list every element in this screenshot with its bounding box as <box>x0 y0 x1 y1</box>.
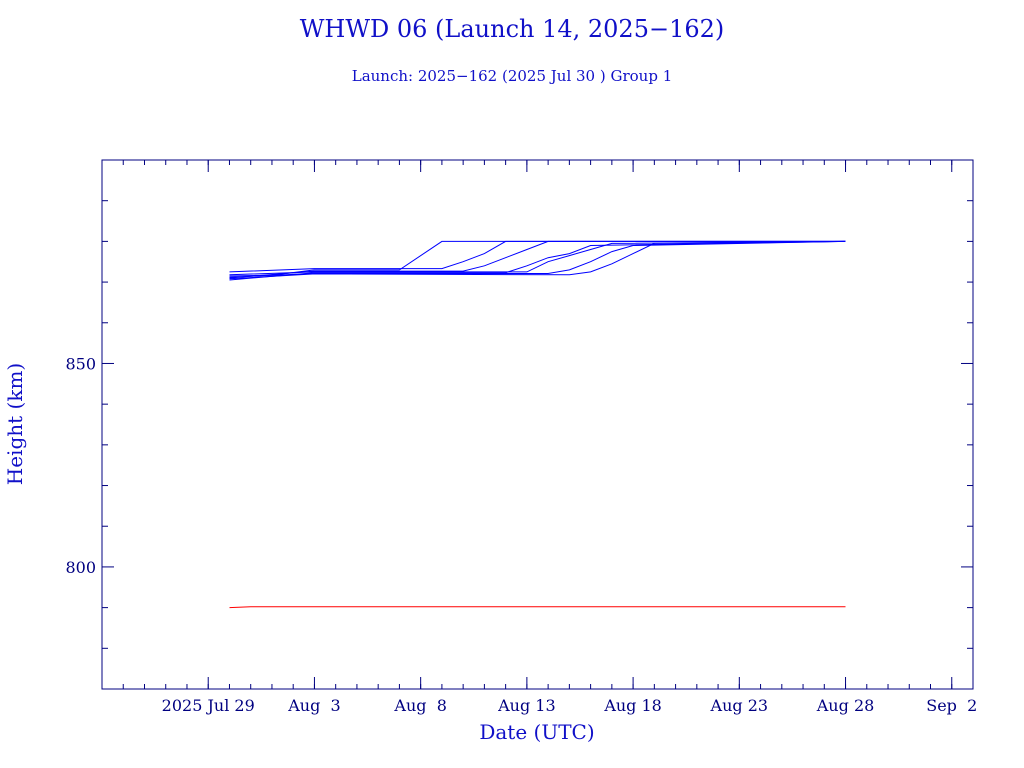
x-tick-label: Sep 2 <box>926 696 977 715</box>
series-line-4 <box>229 240 846 281</box>
x-tick-label: Aug 18 <box>603 696 662 715</box>
series-line-8 <box>229 606 846 609</box>
chart-title: WHWD 06 (Launch 14, 2025−162) <box>300 15 725 43</box>
axis-tick-labels: 2025 Jul 29 Aug 3 Aug 8 Aug 13 Aug 18 Aug 23 A… <box>65 354 977 715</box>
y-tick-label: 800 <box>65 558 96 577</box>
series-line-2 <box>229 240 846 273</box>
x-tick-label: Aug 8 <box>393 696 446 715</box>
x-tick-label: 2025 Jul 29 <box>162 696 255 715</box>
plot-frame <box>101 159 974 690</box>
series-line-5 <box>229 240 846 276</box>
x-tick-label: Aug 23 <box>710 696 769 715</box>
series-line-7 <box>229 240 846 280</box>
x-tick-label: Aug 28 <box>816 696 875 715</box>
axis-ticks <box>102 160 973 689</box>
x-tick-label: Aug 3 <box>287 696 340 715</box>
y-tick-label: 850 <box>65 354 96 373</box>
x-axis-label: Date (UTC) <box>479 720 594 744</box>
series-line-3 <box>229 240 846 279</box>
x-tick-label: Aug 13 <box>497 696 556 715</box>
series-layer <box>229 240 846 609</box>
y-axis-label: Height (km) <box>3 363 27 485</box>
chart-subtitle: Launch: 2025−162 (2025 Jul 30 ) Group 1 <box>352 67 673 85</box>
series-line-6 <box>229 240 846 278</box>
